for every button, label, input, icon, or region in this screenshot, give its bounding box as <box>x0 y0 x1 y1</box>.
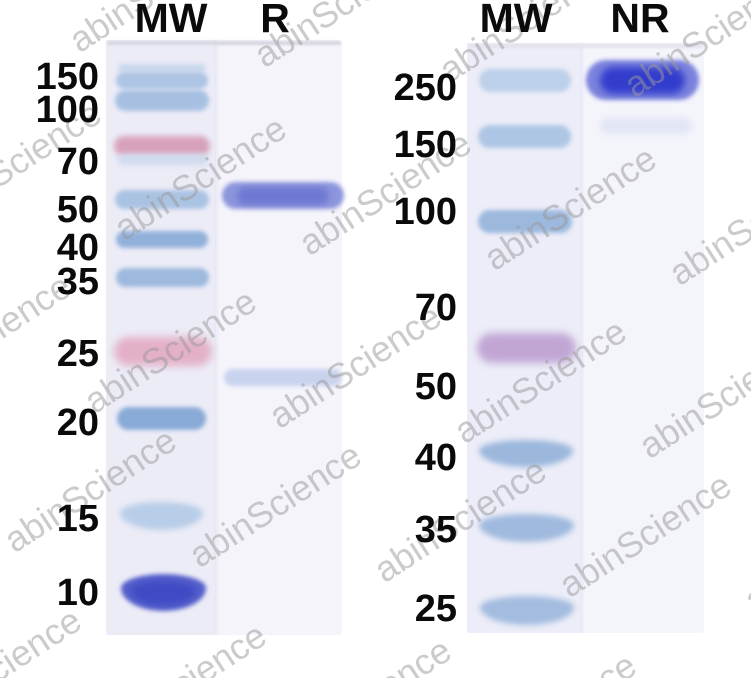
sample-band-R-strong-core <box>236 186 330 205</box>
marker-label-40: 40 <box>414 437 457 479</box>
marker-label-40: 40 <box>56 227 99 269</box>
marker-label-70: 70 <box>414 287 457 329</box>
marker-band-60-purple <box>477 333 576 363</box>
marker-label-20: 20 <box>56 402 99 444</box>
watermark-text: abinScience <box>456 643 644 678</box>
marker-label-150: 150 <box>393 124 457 166</box>
marker-band-40 <box>479 440 573 467</box>
marker-label-70: 70 <box>56 141 99 183</box>
marker-band-25-red <box>114 337 212 366</box>
marker-band-10 <box>121 574 206 611</box>
marker-label-50: 50 <box>414 366 457 408</box>
marker-band-70-red <box>114 136 210 156</box>
lane-header-mw-left: MW <box>134 0 208 41</box>
sample-band-NR-strong-core <box>599 67 686 94</box>
marker-band-250 <box>479 69 571 92</box>
watermark-text: abinScience <box>641 658 751 678</box>
marker-label-25: 25 <box>56 333 99 375</box>
marker-label-35: 35 <box>56 261 99 303</box>
lane-header-r: R <box>260 0 290 41</box>
marker-band-20 <box>117 407 206 430</box>
marker-band-70-blue <box>118 154 208 165</box>
marker-label-150: 150 <box>35 56 99 98</box>
marker-label-100: 100 <box>393 191 457 233</box>
marker-label-35: 35 <box>414 509 457 551</box>
marker-band-25 <box>480 596 574 625</box>
watermark-text: abinScience <box>271 628 459 678</box>
marker-label-100: 100 <box>35 89 99 131</box>
marker-label-25: 25 <box>414 588 457 630</box>
marker-label-50: 50 <box>56 189 99 231</box>
sample-band-R-faint <box>224 369 342 386</box>
marker-label-15: 15 <box>56 498 99 540</box>
lane-header-mw-right: MW <box>479 0 553 41</box>
gel-well-line <box>107 41 341 45</box>
lane-header-nr: NR <box>610 0 670 41</box>
marker-band-100 <box>115 90 209 111</box>
marker-band-15 <box>120 502 203 530</box>
marker-label-10: 10 <box>56 572 99 614</box>
marker-band-100 <box>478 210 572 233</box>
marker-band-50 <box>115 190 209 209</box>
watermark-text: abinScience <box>736 479 751 621</box>
sample-band-NR-strong <box>586 60 699 100</box>
lane-divider <box>216 40 218 635</box>
marker-band-35 <box>116 268 209 287</box>
marker-label-250: 250 <box>393 67 457 109</box>
marker-band-40 <box>116 231 208 248</box>
sample-band-R-strong <box>222 182 344 209</box>
marker-band-150 <box>116 72 208 89</box>
lane-divider <box>581 43 583 633</box>
gel-well-line <box>468 44 703 48</box>
marker-band-150 <box>478 125 571 148</box>
marker-band-35 <box>479 514 574 542</box>
marker-band-10-core <box>131 580 196 606</box>
marker-band-150-top <box>118 64 206 72</box>
sample-band-NR-trail <box>600 118 692 134</box>
